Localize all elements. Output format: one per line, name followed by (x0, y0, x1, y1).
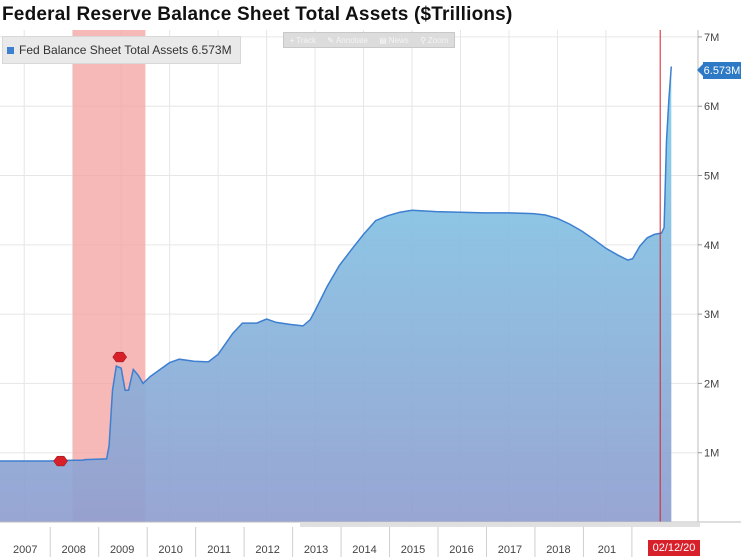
chart-legend[interactable]: Fed Balance Sheet Total Assets 6.573M (2, 36, 241, 64)
y-tick-label: 5M (704, 171, 719, 183)
event-marker (53, 455, 68, 467)
crosshair-icon: + (289, 35, 295, 45)
news-icon: ▤ (379, 35, 387, 45)
x-tick-label: 2018 (546, 544, 570, 556)
x-tick-label: 2013 (304, 544, 328, 556)
x-tick-label: 2012 (255, 544, 279, 556)
annotate-button[interactable]: ✎ Annotate (327, 36, 368, 45)
zoom-button[interactable]: ⚲ Zoom (420, 36, 448, 45)
zoom-icon: ⚲ (420, 35, 426, 45)
x-tick-label: 2008 (61, 544, 85, 556)
pencil-icon: ✎ (327, 35, 334, 45)
y-tick-label: 4M (704, 240, 719, 252)
x-tick-label: 2007 (13, 544, 37, 556)
annotate-label: Annotate (335, 35, 368, 45)
y-tick-label: 3M (704, 309, 719, 321)
scrollbar-track (300, 523, 700, 527)
x-tick-label: 2016 (449, 544, 473, 556)
x-tick-label: 2017 (498, 544, 522, 556)
x-axis-strip (0, 522, 741, 557)
x-tick-label: 2014 (352, 544, 376, 556)
x-tick-label: 2011 (207, 544, 231, 556)
zoom-label: Zoom (427, 35, 449, 45)
series-line (0, 66, 673, 462)
track-button[interactable]: + Track (290, 36, 316, 45)
legend-label: Fed Balance Sheet Total Assets 6.573M (19, 43, 232, 57)
y-tick-label: 7M (704, 32, 719, 44)
event-marker (112, 351, 128, 363)
y-tick-label: 6M (704, 101, 719, 113)
date-marker-badge: 02/12/20 (648, 540, 700, 556)
chart-svg[interactable]: 1M 2M 3M 4M 5M 6M 7M 2007 2008 2009 2010 2011 2012 20… (0, 30, 741, 557)
legend-swatch (7, 46, 14, 54)
chart-title: Federal Reserve Balance Sheet Total Asse… (2, 4, 513, 25)
news-button[interactable]: ▤ News (379, 36, 409, 45)
x-tick-label: 2009 (110, 544, 134, 556)
chart-area[interactable]: 1M 2M 3M 4M 5M 6M 7M 2007 2008 2009 2010 2011 2012 20… (0, 30, 741, 557)
chart-toolbar: + Track ✎ Annotate ▤ News ⚲ Zoom (283, 32, 455, 48)
last-value-badge: 6.573M (697, 62, 741, 79)
track-label: Track (296, 35, 316, 45)
news-label: News (388, 35, 409, 45)
x-tick-label: 201 (598, 544, 616, 556)
y-tick-label: 1M (704, 448, 719, 460)
y-tick-label: 2M (704, 378, 719, 390)
series-area (0, 66, 672, 522)
x-tick-label: 2010 (158, 544, 182, 556)
x-tick-label: 2015 (401, 544, 425, 556)
